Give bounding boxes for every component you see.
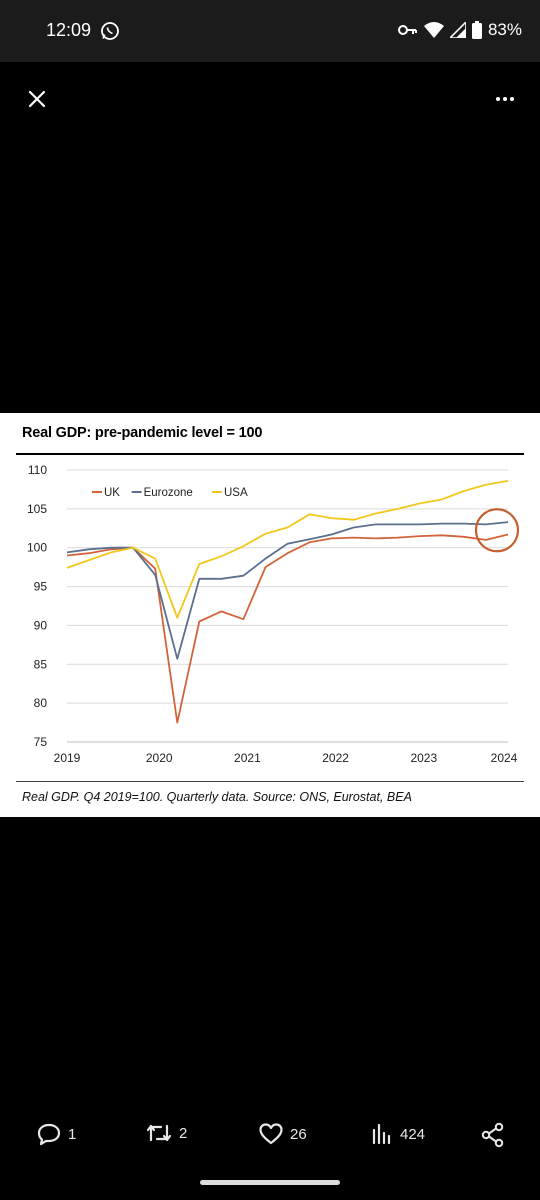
repost-button[interactable]: 2 xyxy=(145,1122,187,1144)
wifi-icon xyxy=(423,22,444,38)
post-actions: 1 2 26 424 xyxy=(0,1122,540,1162)
series-line-eurozone xyxy=(66,521,509,660)
y-tick-label: 110 xyxy=(28,463,47,477)
more-options-button[interactable] xyxy=(490,84,520,114)
home-indicator[interactable] xyxy=(200,1180,340,1185)
legend-label: USA xyxy=(224,487,248,499)
views-button[interactable]: 424 xyxy=(370,1122,425,1146)
signal-icon xyxy=(449,22,466,38)
reply-count: 1 xyxy=(68,1125,77,1143)
legend-label: UK xyxy=(104,487,120,499)
repost-icon xyxy=(146,1124,172,1142)
chart-title: Real GDP: pre-pandemic level = 100 xyxy=(22,425,263,441)
y-tick-label: 75 xyxy=(34,735,48,749)
y-tick-label: 90 xyxy=(34,618,48,632)
divider xyxy=(16,453,524,455)
views-count: 424 xyxy=(400,1125,426,1143)
reply-button[interactable]: 1 xyxy=(36,1122,76,1146)
x-tick-label: 2023 xyxy=(410,751,437,765)
share-button[interactable] xyxy=(480,1122,506,1148)
divider xyxy=(16,781,524,782)
views-icon xyxy=(372,1123,391,1145)
like-button[interactable]: 26 xyxy=(258,1122,307,1146)
whatsapp-icon xyxy=(101,22,119,40)
y-tick-label: 80 xyxy=(34,696,48,710)
heart-icon xyxy=(259,1123,283,1145)
status-time: 12:09 xyxy=(46,20,92,40)
y-tick-label: 95 xyxy=(34,580,48,594)
series-line-usa xyxy=(66,480,509,619)
y-tick-label: 100 xyxy=(27,541,47,555)
post-image[interactable]: Real GDP: pre-pandemic level = 100 75 80 8… xyxy=(0,413,540,817)
x-tick-label: 2022 xyxy=(322,751,349,765)
battery-level: 83% xyxy=(487,20,522,39)
x-tick-label: 2024 xyxy=(491,751,518,765)
series-line-uk xyxy=(66,533,509,724)
x-tick-label: 2020 xyxy=(146,751,173,765)
share-icon xyxy=(481,1122,504,1148)
x-tick-label: 2021 xyxy=(234,751,261,765)
x-tick-label: 2019 xyxy=(54,751,81,765)
close-icon xyxy=(28,90,46,108)
more-icon xyxy=(496,97,514,101)
annotation-circle xyxy=(474,508,520,553)
legend-label: Eurozone xyxy=(144,487,193,499)
status-bar: 12:09 83% xyxy=(0,0,540,62)
chart-source-note: Real GDP. Q4 2019=100. Quarterly data. S… xyxy=(22,790,412,804)
y-tick-label: 105 xyxy=(27,502,47,516)
gdp-line-chart: 75 80 85 90 95 100 105 110 2019 2020 2021 2022 2023 2… xyxy=(27,463,520,765)
y-tick-label: 85 xyxy=(34,657,48,671)
close-button[interactable] xyxy=(22,84,52,114)
repost-count: 2 xyxy=(179,1124,188,1142)
battery-icon xyxy=(471,21,482,39)
system-icons: 83% xyxy=(397,20,522,40)
reply-icon xyxy=(37,1123,61,1146)
key-icon xyxy=(397,25,417,35)
like-count: 26 xyxy=(290,1125,307,1143)
